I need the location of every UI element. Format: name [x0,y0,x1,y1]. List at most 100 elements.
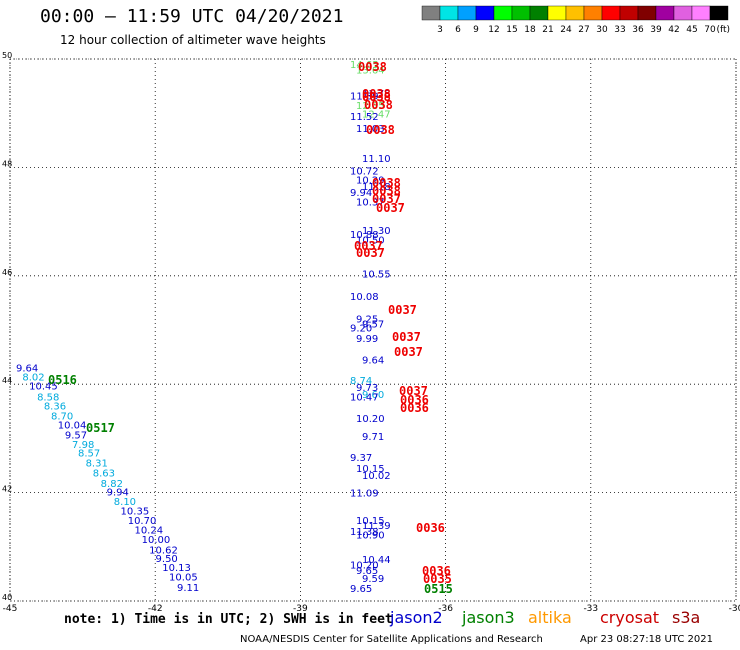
colorbar-label: 33 [614,25,625,35]
wave-height-label: 10.50 [356,235,385,246]
wave-height-label: 10.05 [169,572,198,583]
wave-height-label: 9.59 [362,574,384,585]
pass-time-label: 0035 [423,572,452,586]
pass-time-label: 0037 [372,192,401,206]
wave-height-label: 10.20 [350,560,379,571]
pass-time-label: 0037 [392,330,421,344]
colorbar-label: 21 [542,25,553,35]
colorbar-label: 9 [473,25,479,35]
wave-height-label: 9.94 [107,487,129,498]
colorbar-swatch [529,5,549,21]
wave-height-label: 11.39 [362,521,391,532]
wave-height-label: 9.11 [177,583,199,594]
y-tick-label: 46 [2,268,12,277]
x-tick-label: -36 [438,604,453,614]
pass-time-label: 0036 [400,401,429,415]
satellite-legend-jason2: jason2 [390,608,443,627]
pass-time-label: 0036 [400,393,429,407]
wave-height-label: 14.65 [350,60,379,71]
x-tick-label: -33 [583,604,598,614]
wave-height-label: 10.24 [134,525,163,536]
wave-height-label: 10.35 [121,506,150,517]
wave-height-label: 9.57 [65,430,87,441]
colorbar-label: 3 [437,25,443,35]
wave-height-label: 9.57 [362,319,384,330]
y-tick-label: 48 [2,159,12,168]
colorbar-swatch [691,5,711,21]
wave-height-label: 11.39 [350,92,379,103]
pass-time-label: 0037 [376,201,405,215]
colorbar-unit: (ft) [716,25,730,35]
wave-height-label: 10.29 [356,176,385,187]
x-tick-label: -39 [293,604,308,614]
x-tick-label: -45 [3,604,18,614]
credit-line: NOAA/NESDIS Center for Satellite Applica… [240,634,543,645]
colorbar-label: 18 [524,25,536,35]
colorbar-label: 36 [632,25,644,35]
satellite-legend-jason3: jason3 [462,608,515,627]
colorbar-label: 27 [578,25,589,35]
wave-height-label: 10.45 [29,382,58,393]
wave-height-label: 8.82 [101,479,123,490]
wave-height-label: 8.57 [78,448,100,459]
pass-time-label: 0038 [372,184,401,198]
colorbar-label: 12 [488,25,499,35]
wave-height-label: 10.47 [350,392,379,403]
colorbar-swatch [601,5,621,21]
pass-time-label: 0517 [86,421,115,435]
wave-height-label: 8.70 [51,411,73,422]
pass-time-label: 0515 [424,582,453,596]
chart-subtitle: 12 hour collection of altimeter wave hei… [60,33,326,47]
satellite-legend-s3a: s3a [672,608,701,627]
colorbar-label: 39 [650,25,662,35]
pass-time-label: 0038 [358,60,387,74]
pass-time-label: 0038 [362,87,391,101]
wave-height-label: 11.30 [362,226,391,237]
wave-height-label: 8.31 [86,459,108,470]
x-tick-label: -42 [148,604,163,614]
colorbar-swatch [583,5,603,21]
wave-height-label: 10.20 [356,414,385,425]
satellite-legend-cryosat: cryosat [600,608,660,627]
colorbar-swatch [475,5,495,21]
pass-time-label: 0037 [394,345,423,359]
satellite-legend-altika: altika [528,608,572,627]
colorbar-label: 30 [596,25,608,35]
colorbar-label: 24 [560,25,572,35]
colorbar-swatch [511,5,531,21]
wave-height-label: 8.58 [37,392,59,403]
x-tick-label: -30 [729,604,740,614]
wave-height-label: 10.37 [356,197,385,208]
wave-height-label: 9.71 [362,432,384,443]
colorbar-swatch [709,5,729,21]
colorbar-label: 45 [686,25,697,35]
wave-height-label: 10.04 [58,421,87,432]
pass-time-label: 0037 [399,384,428,398]
wave-height-label: 11.10 [362,154,391,165]
wave-height-label: 9.64 [362,356,384,367]
colorbar-swatch [493,5,513,21]
y-tick-label: 50 [2,51,12,60]
wave-height-label: 7.98 [72,440,94,451]
pass-time-label: 0037 [388,303,417,317]
wave-height-label: 10.08 [350,292,379,303]
colorbar-swatch [655,5,675,21]
footer-note: note: 1) Time is in UTC; 2) SWH is in fe… [64,612,393,627]
wave-height-label: 9.64 [16,364,38,375]
wave-height-label: 10.44 [362,555,391,566]
wave-height-label: 10.15 [356,516,385,527]
colorbar-swatch [673,5,693,21]
wave-height-label: 10.02 [362,471,391,482]
colorbar-swatch [457,5,477,21]
wave-height-label: 8.10 [114,497,136,508]
pass-time-label: 0516 [48,373,77,387]
wave-height-label: 10.88 [350,230,379,241]
wave-height-label: 11.52 [350,112,379,123]
wave-height-label: 9.37 [350,453,372,464]
wave-height-label: 11.03 [356,124,385,135]
wave-height-label: 10.70 [128,516,157,527]
wave-height-label: 12.47 [362,110,391,121]
pass-time-label: 0037 [354,239,383,253]
wave-height-label: 9.99 [356,334,378,345]
